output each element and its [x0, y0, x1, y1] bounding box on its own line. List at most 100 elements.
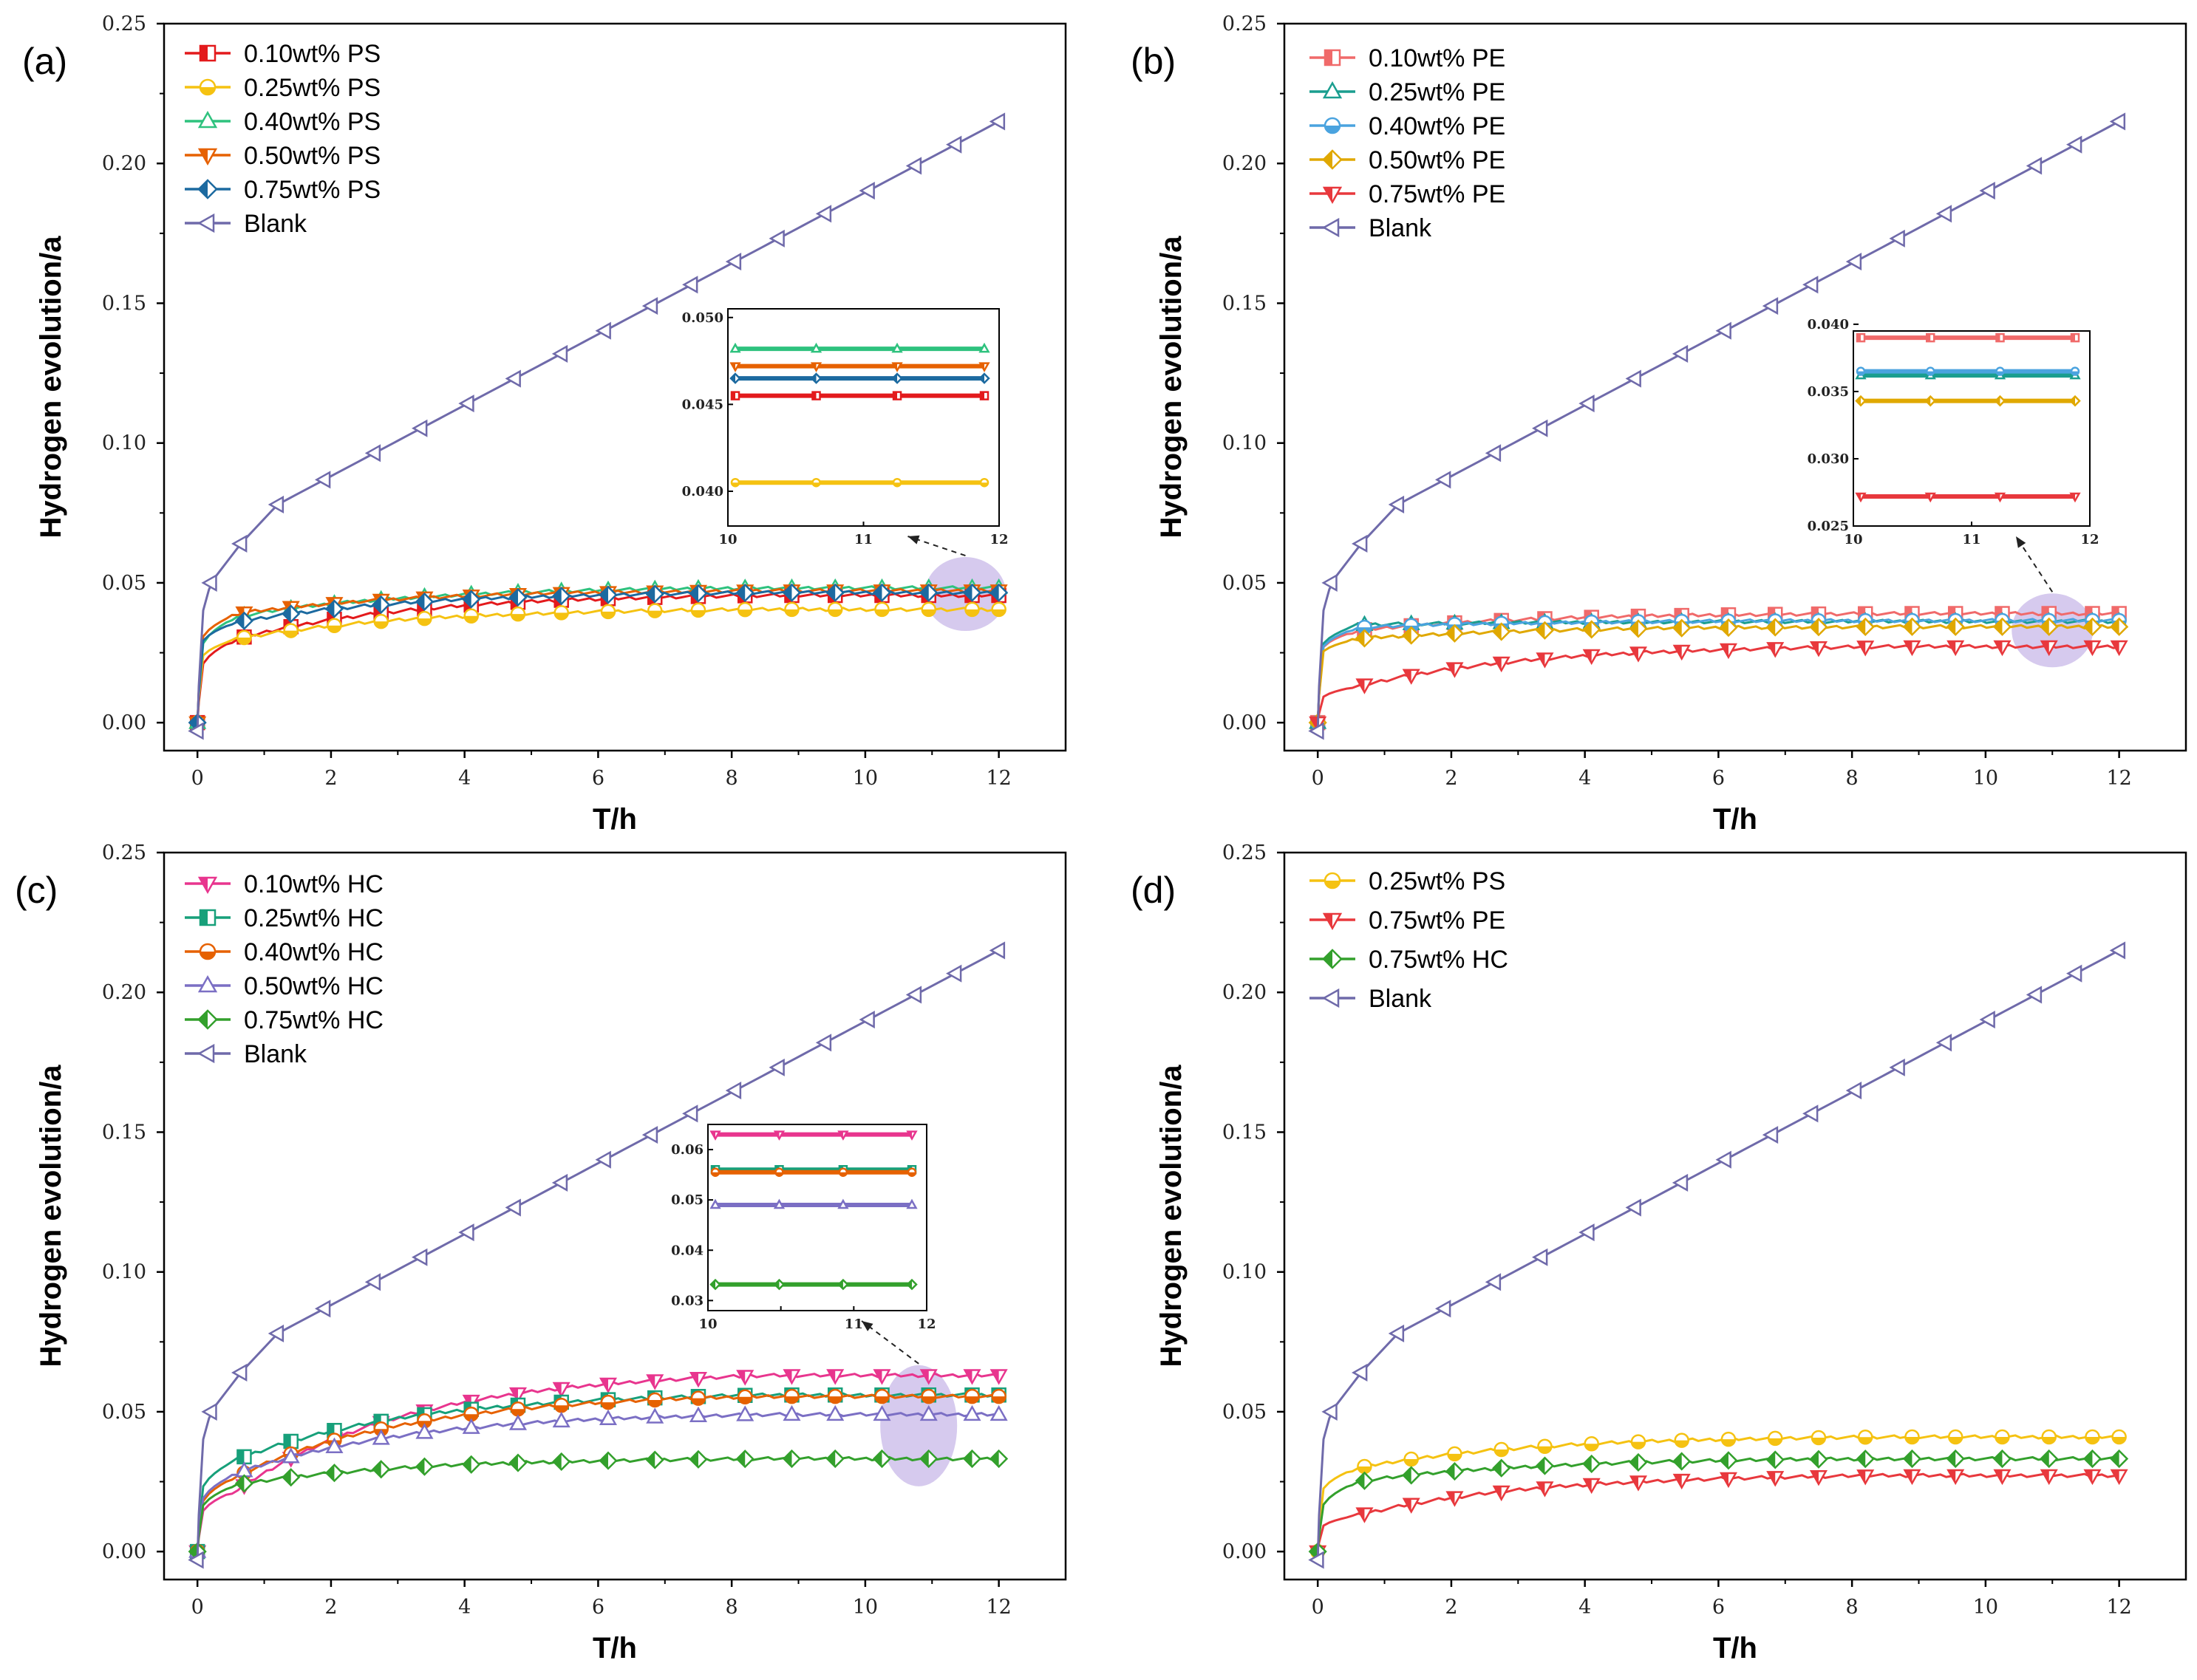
legend-item: 0.10wt% HC	[185, 870, 384, 898]
plot-frame	[1283, 851, 2187, 1581]
x-tick-label: 6	[1712, 1596, 1725, 1619]
data-point	[1715, 1150, 1731, 1169]
data-point	[2065, 135, 2082, 154]
data-point	[595, 1150, 611, 1169]
inset-series	[1855, 395, 2081, 407]
data-point	[1889, 1058, 1905, 1076]
y-tick-label: 0.25	[102, 841, 146, 864]
data-point	[1578, 395, 1595, 413]
data-point	[783, 1404, 801, 1421]
y-tick-label: 0.05	[102, 1401, 146, 1424]
x-tick-label: 12	[986, 767, 1011, 790]
inset-data-point	[810, 342, 822, 353]
data-point	[231, 1363, 248, 1382]
data-point	[646, 1407, 664, 1424]
legend-marker	[197, 110, 218, 129]
y-axis-title: Hydrogen evolution/a	[1155, 1065, 1188, 1367]
inset-series	[1855, 492, 2081, 503]
legend-marker	[197, 1043, 215, 1064]
series-line	[196, 1455, 999, 1552]
x-tick-label: 4	[1578, 1596, 1591, 1619]
data-point	[314, 1300, 331, 1318]
legend-label: 0.75wt% PE	[1369, 180, 1505, 208]
panel-label: (b)	[1131, 41, 1176, 82]
panel-1: 0 2 4 6 8 10 12 0.00 0.05 0.10 0.15 0.20 0.25 T/h Hydr…	[1131, 13, 2187, 836]
inset-y-tick-label: 0.025	[1808, 519, 1849, 534]
series-blank	[188, 941, 1006, 1569]
data-point	[188, 1551, 204, 1569]
inset-series	[729, 372, 990, 384]
x-tick-label: 0	[1312, 767, 1324, 790]
legend-item: 0.40wt% HC	[185, 938, 384, 966]
data-point	[508, 1414, 528, 1430]
data-point	[989, 1404, 1008, 1421]
legend-item: 0.25wt% PS	[1309, 867, 1505, 895]
data-point	[188, 722, 204, 740]
data-point	[372, 1429, 390, 1445]
data-point	[1845, 253, 1862, 271]
data-point	[268, 1324, 285, 1342]
inset-series	[709, 1198, 918, 1209]
legend-item: Blank	[185, 1040, 307, 1068]
y-tick-label: 0.10	[102, 1261, 146, 1284]
zoom-arrow-head	[862, 1321, 873, 1331]
data-point	[1979, 1011, 1995, 1029]
y-tick-label: 0.25	[1222, 13, 1267, 35]
y-tick-label: 0.15	[1222, 1121, 1267, 1144]
data-point	[1625, 369, 1641, 388]
y-tick-label: 0.15	[1222, 292, 1267, 315]
y-tick-label: 0.25	[1222, 841, 1267, 864]
legend-item: 0.10wt% PS	[185, 40, 381, 68]
legend-label: 0.25wt% PS	[1369, 867, 1505, 895]
inset-y-tick-label: 0.050	[682, 310, 723, 326]
legend-label: 0.50wt% HC	[244, 972, 384, 1000]
zoom-arrow-line	[861, 1320, 919, 1365]
inset-series	[709, 1278, 918, 1291]
x-axis-title: T/h	[593, 803, 637, 836]
x-tick-label: 2	[324, 767, 337, 790]
y-tick-label: 0.00	[102, 711, 146, 734]
inset-x-tick-label: 10	[1844, 532, 1862, 547]
panel-2: 0 2 4 6 8 10 12 0.00 0.05 0.10 0.15 0.20 0.25 T/h Hydr…	[15, 841, 1067, 1664]
data-point	[1321, 573, 1338, 592]
data-point	[1485, 444, 1502, 462]
plot-frame	[1283, 22, 2187, 752]
panel-label: (c)	[15, 870, 58, 911]
data-point	[815, 205, 832, 223]
inset-y-tick-label: 0.035	[1808, 384, 1849, 400]
panel-0: 0 2 4 6 8 10 12 0.00 0.05 0.10 0.15 0.20 0.25 T/h Hydr…	[22, 13, 1067, 836]
x-tick-label: 4	[458, 1596, 471, 1619]
legend-marker	[1322, 81, 1343, 99]
series-0-75wt-pe	[1309, 1469, 2128, 1562]
data-point	[682, 276, 698, 294]
data-point	[1388, 495, 1405, 513]
y-tick-label: 0.10	[102, 432, 146, 455]
x-tick-label: 8	[726, 1596, 738, 1619]
inset-series	[729, 342, 990, 353]
legend-item: 0.75wt% HC	[1309, 946, 1508, 974]
y-tick-label: 0.25	[102, 13, 146, 35]
data-point	[1532, 1248, 1548, 1266]
legend-item: 0.75wt% PE	[1309, 906, 1505, 935]
legend-label: Blank	[244, 210, 307, 238]
legend-label: Blank	[1369, 985, 1432, 1013]
data-point	[462, 1418, 480, 1434]
y-axis-title: Hydrogen evolution/a	[1155, 236, 1188, 539]
data-point	[1979, 182, 1995, 200]
legend-label: 0.75wt% HC	[244, 1006, 384, 1034]
data-point	[1308, 722, 1324, 740]
legend-item: 0.10wt% PE	[1309, 44, 1505, 72]
inset-zoom-plot: 0.025 0.030 0.035 0.040 10 11 12	[1808, 317, 2099, 547]
inset-y-tick-label: 0.040	[1808, 317, 1849, 332]
plot-frame	[163, 851, 1067, 1581]
inset-y-tick-label: 0.040	[682, 484, 723, 499]
x-axis-title: T/h	[1713, 1632, 1757, 1664]
legend-item: 0.50wt% PE	[1309, 146, 1505, 174]
inset-y-tick-label: 0.04	[671, 1243, 704, 1258]
zoom-arrow-head	[2016, 536, 2026, 548]
data-point	[231, 534, 248, 553]
legend-item: 0.75wt% HC	[185, 1006, 384, 1034]
x-tick-label: 2	[1445, 1596, 1457, 1619]
data-point	[1802, 276, 1819, 294]
x-tick-label: 0	[191, 1596, 204, 1619]
